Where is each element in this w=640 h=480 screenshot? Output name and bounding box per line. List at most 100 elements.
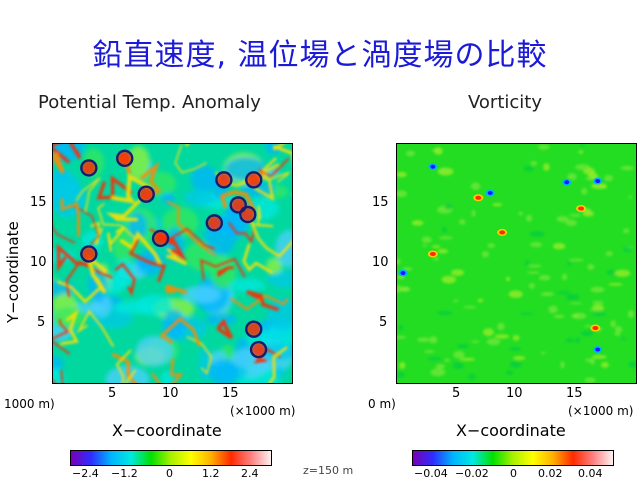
- vorticity-texture: [591, 304, 605, 311]
- vorticity-texture: [442, 226, 447, 233]
- x-axis-label: X−coordinate: [112, 421, 222, 440]
- vorticity-texture: [610, 320, 617, 328]
- x-tick-15: 15: [222, 386, 239, 401]
- vorticity-texture: [592, 311, 606, 317]
- temp-hotspot: [117, 151, 132, 166]
- vorticity-texture: [565, 338, 575, 343]
- temp-hotspot: [153, 231, 168, 246]
- vorticity-texture: [548, 305, 558, 314]
- vorticity-texture: [421, 236, 432, 244]
- vorticity-texture: [524, 260, 531, 266]
- vorticity-texture: [523, 165, 534, 172]
- vorticity-field: [396, 143, 637, 384]
- temp-front: [253, 347, 281, 364]
- vorticity-texture: [584, 377, 596, 383]
- vort-cbar-tick-3: 0: [510, 467, 517, 480]
- temp-blob: [266, 257, 283, 274]
- temp-front: [151, 358, 184, 383]
- vorticity-texture: [444, 204, 453, 210]
- vorticity-texture: [528, 264, 542, 268]
- vorticity-texture: [427, 356, 442, 361]
- temp-front: [111, 353, 138, 383]
- temp-front: [114, 262, 136, 297]
- vorticity-texture: [471, 209, 476, 217]
- vorticity-texture: [556, 216, 569, 223]
- vorticity-texture: [457, 343, 469, 349]
- circled-updraft: [151, 229, 170, 248]
- temp-blob: [190, 165, 218, 192]
- temp-front: [90, 221, 103, 246]
- temp-blob: [267, 297, 292, 331]
- vorticity-texture: [405, 150, 415, 157]
- vorticity-texture: [397, 285, 403, 293]
- y-tick-10: 10: [30, 255, 47, 270]
- vorticity-texture: [538, 274, 551, 281]
- circled-updraft: [239, 205, 257, 224]
- temp-front: [53, 318, 71, 355]
- vorticity-texture: [620, 165, 635, 171]
- temp-front: [76, 309, 114, 347]
- vorticity-texture: [569, 302, 583, 305]
- temp-blob: [229, 278, 266, 293]
- vorticity-texture: [431, 245, 441, 248]
- vorticity-texture: [452, 362, 464, 370]
- circled-updraft: [245, 171, 263, 189]
- temp-hotspot: [81, 246, 96, 261]
- vorticity-texture: [520, 312, 534, 315]
- temp-front: [111, 173, 151, 204]
- temp-front: [268, 346, 288, 383]
- vorticity-texture: [527, 271, 540, 274]
- vorticity-texture: [497, 322, 505, 331]
- temp-hotspot: [81, 160, 96, 175]
- vorticity-texture: [556, 291, 571, 295]
- vorticity-texture: [583, 324, 593, 328]
- vorticity-texture: [580, 330, 594, 337]
- vorticity-texture: [565, 293, 580, 301]
- temp-front: [85, 251, 107, 294]
- vorticity-texture: [605, 251, 614, 257]
- temp-hotspot: [251, 342, 266, 357]
- vorticity-texture: [481, 251, 489, 258]
- temp-blob: [275, 230, 292, 268]
- vort-cbar-tick-4: 0.02: [538, 467, 563, 480]
- vorticity-texture: [509, 360, 522, 368]
- vorticity-texture: [444, 358, 451, 363]
- v-x-axis-label: X−coordinate: [456, 421, 566, 440]
- vorticity-texture: [397, 371, 406, 379]
- v-x-unit-label: (×1000 m): [568, 404, 634, 418]
- vorticity-texture: [628, 195, 633, 199]
- vort-cbar-tick-2: −0.02: [455, 467, 489, 480]
- temp-blob: [53, 169, 80, 201]
- vorticity-texture: [582, 210, 595, 217]
- vorticity-texture: [565, 219, 577, 227]
- vorticity-texture: [513, 355, 526, 361]
- vorticity-texture: [578, 150, 584, 154]
- x-tick-5: 5: [108, 386, 117, 401]
- positive-vorticity-spot: [475, 195, 482, 200]
- temp-front: [166, 248, 188, 266]
- temp-front: [253, 163, 279, 201]
- negative-vorticity-spot: [564, 180, 570, 185]
- vorticity-texture: [430, 368, 446, 377]
- vorticity-texture: [574, 164, 591, 170]
- temp-cbar-tick-5: 2.4: [241, 467, 259, 480]
- vorticity-colorbar: [412, 450, 614, 466]
- temp-front: [53, 226, 75, 244]
- circled-updraft: [205, 214, 224, 232]
- vorticity-texture: [401, 286, 411, 292]
- temp-front: [174, 144, 207, 174]
- vorticity-texture: [451, 269, 465, 276]
- vorticity-texture: [398, 324, 404, 331]
- z-level-label: z=150 m: [303, 464, 354, 477]
- vorticity-texture: [492, 202, 503, 207]
- temp-front: [165, 284, 188, 294]
- vorticity-texture: [434, 147, 443, 155]
- vorticity-texture: [397, 335, 407, 340]
- vorticity-texture: [530, 161, 538, 166]
- temp-front: [216, 266, 234, 277]
- slide-title: 鉛直速度, 温位場と渦度場の比較: [92, 38, 548, 73]
- vorticity-texture: [468, 373, 476, 380]
- temp-front: [75, 177, 101, 212]
- vorticity-texture: [494, 334, 510, 339]
- temp-blob: [205, 312, 237, 326]
